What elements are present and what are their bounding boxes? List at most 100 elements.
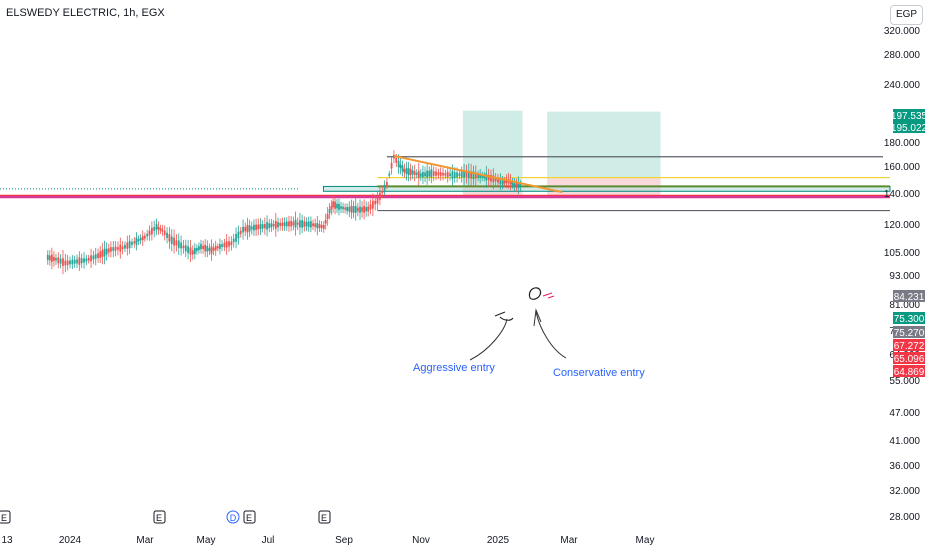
y-tick-label: 28.000 [889,512,920,523]
y-tick-label: 120.000 [884,220,921,231]
candle-body [326,213,329,219]
candle-body [166,232,168,238]
candle-body [390,162,393,169]
candle-body [110,247,112,252]
price-label: 64.869 [894,367,925,378]
candle-body [432,171,435,176]
y-tick-label: 320.000 [884,26,921,37]
arrow-conservative [533,308,567,359]
chart-title: ELSWEDY ELECTRIC, 1h, EGX [6,7,165,19]
candle-body [350,205,353,213]
candle-body [257,224,260,230]
candle-body [253,224,255,231]
candle-body [330,205,333,210]
y-tick-label: 280.000 [884,50,921,61]
candle-body [437,172,440,176]
candle-body [365,207,368,212]
candle-body [246,225,249,233]
candle-body [513,183,516,186]
candle-body [435,171,437,176]
candle-body [131,241,133,245]
candle-body [460,171,463,178]
candle-body [399,164,402,169]
candle-body [340,206,342,209]
candle-body [133,241,136,244]
candle-body [324,219,327,224]
candle-body [200,244,202,250]
x-tick-label: Jul [262,535,275,546]
candle-body [481,175,484,178]
candle-body [161,229,164,232]
candle-body [237,231,240,239]
candle-body [230,241,233,246]
price-label-box [893,365,925,377]
x-tick-label: May [197,535,216,546]
candle-body [137,239,140,242]
y-tick-label: 140.000 [884,189,921,200]
candle-body [383,184,386,191]
candle-body [216,246,219,249]
arrow-aggressive [469,318,508,361]
candle-body [374,200,377,205]
scribble-circle [528,287,542,300]
candle-body [206,245,209,252]
annotation-conservative: Conservative entry [553,367,645,379]
candle-body [334,201,336,209]
candle-body [413,171,416,176]
candle-body [356,207,359,212]
candle-body [128,240,131,249]
candle-body [261,224,264,229]
candle-body [97,253,99,259]
candle-body [407,167,410,176]
candle-body [363,205,366,213]
candle-body [126,242,129,249]
candle-body [153,226,156,231]
candle-body [470,171,473,179]
candle-body [285,221,288,227]
candle-body [439,172,442,176]
candle-body [259,224,262,230]
candle-body [487,174,490,181]
candle-body [288,221,290,227]
y-tick-label: 41.000 [889,436,920,447]
y-tick-label: 105.000 [884,248,921,259]
y-tick-label: 81.000 [889,300,920,311]
candle-body [191,250,194,255]
candle-body [270,223,273,228]
price-label: 195.022 [891,123,928,134]
candle-body [173,237,175,246]
currency-button[interactable]: EGP [890,5,923,25]
candles [46,150,522,275]
candle-body [66,260,69,265]
candle-body [99,251,102,258]
candle-body [401,165,404,172]
candle-body [465,171,468,178]
y-tick-label: 47.000 [889,408,920,419]
candle-body [328,209,331,214]
candle-body [182,245,185,249]
candle-body [376,197,379,204]
candle-body [309,221,312,228]
x-tick-label: Mar [560,535,578,546]
position-2-target [547,111,661,178]
candle-body [73,259,76,264]
candle-body [187,246,190,254]
x-tick-label: Sep [335,535,353,546]
candle-body [163,230,166,236]
price-label: 65.096 [894,354,925,365]
candle-body [519,183,522,187]
candle-body [344,207,347,210]
candle-body [94,254,97,259]
price-label-box [893,109,925,121]
scribble-mark [494,311,514,321]
candle-body [386,182,388,186]
candle-body [388,173,391,176]
price-label: 75.270 [894,328,925,339]
candle-body [453,172,456,178]
candle-body [463,171,465,178]
candle-body [352,206,355,213]
candle-body [76,259,78,264]
candle-body [449,173,451,176]
candle-body [369,204,372,210]
